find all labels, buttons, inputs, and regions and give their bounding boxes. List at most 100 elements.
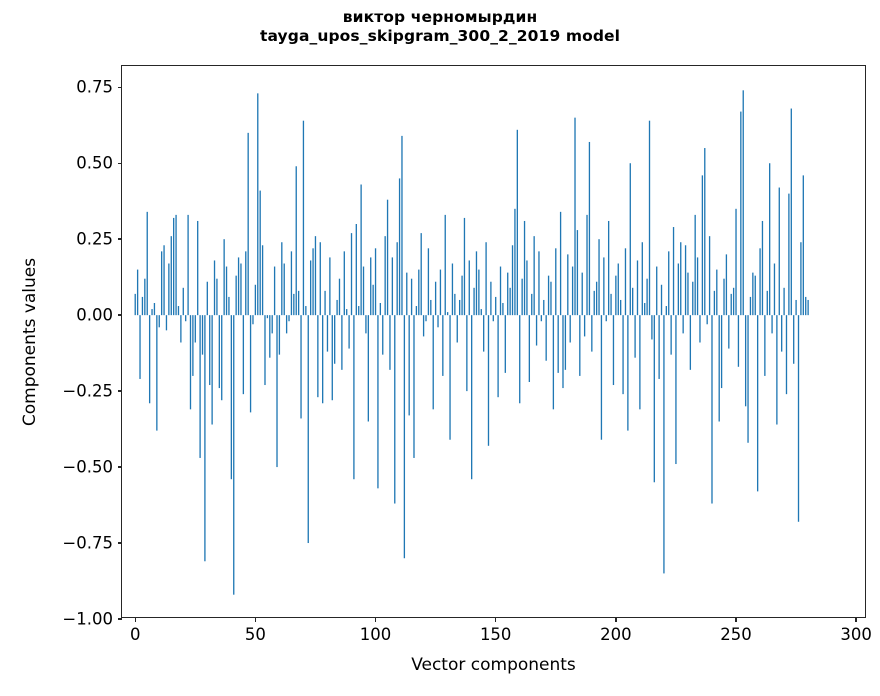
bar: [708, 236, 711, 316]
bar: [704, 148, 706, 316]
bar: [807, 299, 809, 316]
x-tick-mark: [374, 617, 377, 622]
bar: [358, 306, 360, 316]
bar: [692, 281, 694, 316]
bar: [781, 315, 783, 352]
bar: [216, 278, 218, 316]
bar: [312, 248, 314, 316]
bar: [562, 315, 564, 389]
bar: [555, 248, 557, 316]
bar: [266, 315, 269, 319]
bar: [362, 266, 365, 316]
bar: [317, 315, 319, 398]
y-tick-label: 0.25: [76, 229, 113, 249]
bar: [173, 217, 175, 316]
bar: [564, 315, 567, 370]
bar: [790, 108, 792, 316]
bar: [283, 263, 285, 316]
bar: [653, 315, 655, 483]
bar: [725, 254, 728, 316]
bar: [756, 315, 759, 492]
bar: [713, 290, 716, 316]
bar: [783, 287, 785, 316]
bar: [742, 90, 744, 316]
bar: [209, 315, 211, 386]
bar: [396, 242, 398, 316]
bar: [737, 315, 740, 367]
y-tick-mark: [117, 238, 122, 240]
bar: [593, 290, 595, 316]
bar: [769, 163, 771, 316]
bar: [514, 208, 516, 316]
bar: [446, 312, 449, 316]
bar: [343, 251, 345, 316]
bar: [153, 303, 156, 316]
bar: [386, 199, 389, 316]
bar: [785, 315, 788, 395]
bar: [759, 248, 761, 316]
bar: [543, 299, 545, 316]
bar: [225, 266, 228, 316]
bar: [658, 315, 660, 379]
bar: [370, 257, 372, 316]
bar: [490, 281, 492, 316]
bar: [307, 315, 309, 544]
bar: [269, 315, 271, 358]
bar: [516, 129, 518, 316]
bar: [598, 239, 600, 316]
bar: [221, 315, 223, 401]
bar: [285, 315, 288, 334]
bar: [557, 315, 559, 373]
bar: [776, 315, 778, 425]
bar: [680, 242, 682, 316]
bar: [302, 120, 305, 316]
bar: [805, 296, 807, 316]
bar: [617, 263, 619, 316]
bar: [197, 220, 199, 316]
bar: [211, 315, 213, 425]
bar: [466, 315, 468, 392]
bar: [583, 315, 586, 337]
bar: [651, 315, 653, 340]
y-tick-label: 0.00: [76, 305, 113, 325]
bar: [295, 166, 297, 316]
bar: [437, 315, 439, 328]
bar: [384, 236, 386, 316]
bar: [648, 120, 651, 316]
bar: [552, 315, 555, 410]
bar: [620, 299, 622, 316]
bar: [656, 266, 658, 316]
bar: [720, 315, 723, 389]
bar: [581, 272, 583, 316]
bar: [576, 230, 579, 316]
x-tick-mark: [855, 617, 857, 622]
bar: [230, 315, 233, 480]
bar: [684, 245, 687, 316]
bar: [752, 272, 754, 316]
bar: [324, 290, 326, 316]
bar: [218, 315, 220, 389]
bar: [406, 272, 408, 316]
bar: [233, 315, 235, 595]
bar: [432, 315, 434, 410]
bar: [591, 315, 593, 352]
bar: [139, 315, 141, 379]
x-tick-mark: [495, 617, 497, 622]
bar: [629, 163, 631, 316]
bar: [276, 315, 278, 468]
bar: [434, 281, 437, 316]
bar: [754, 275, 756, 316]
bar: [519, 315, 521, 404]
x-tick-mark: [134, 617, 136, 622]
x-tick-label: 0: [129, 625, 141, 644]
bar: [194, 315, 196, 343]
bar: [415, 306, 418, 316]
bar: [422, 315, 425, 337]
bar: [403, 315, 406, 559]
bar: [273, 266, 276, 316]
bar: [336, 299, 338, 316]
bar: [730, 293, 732, 316]
bar: [764, 315, 766, 376]
bar: [471, 315, 473, 480]
bar: [454, 293, 456, 316]
